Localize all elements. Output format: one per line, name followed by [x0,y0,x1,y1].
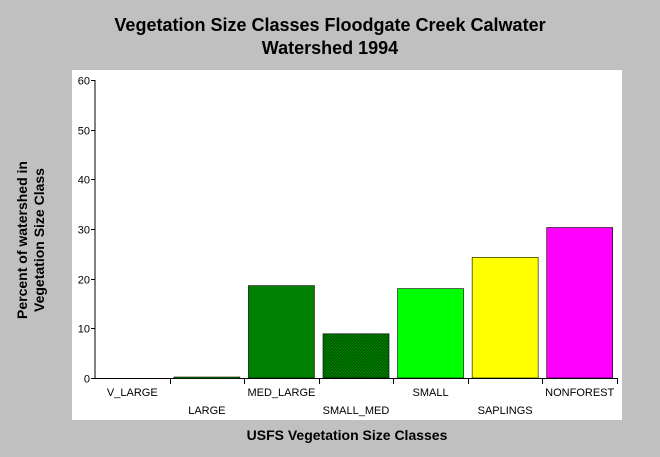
x-tick-label: SAPLINGS [478,405,533,417]
x-tick-label: MED_LARGE [247,387,315,399]
x-tick-label: SMALL_MED [323,405,390,417]
bar-small-med [322,333,390,379]
y-tick-label: 20 [78,275,90,287]
x-tick-label: V_LARGE [107,387,158,399]
bar-small [397,288,464,379]
y-tick-label: 10 [78,324,90,336]
bar-saplings [471,257,539,379]
y-tick-label: 40 [78,175,90,187]
chart-title-line-1: Vegetation Size Classes Floodgate Creek … [114,15,546,35]
x-tick-label: LARGE [188,405,225,417]
bar-large [173,376,241,379]
chart-title: Vegetation Size Classes Floodgate Creek … [0,14,660,60]
x-axis-label: USFS Vegetation Size Classes [246,427,448,443]
y-tick-label: 50 [78,126,90,138]
y-tick-label: 0 [84,374,90,386]
y-tick-label: 60 [78,76,90,88]
x-tick-label: SMALL [413,387,449,399]
chart-title-line-2: Watershed 1994 [261,38,399,58]
bar-nonforest [546,227,614,379]
y-tick-label: 30 [78,225,90,237]
x-tick-label: NONFOREST [545,387,614,399]
bar-med-large [248,285,315,379]
